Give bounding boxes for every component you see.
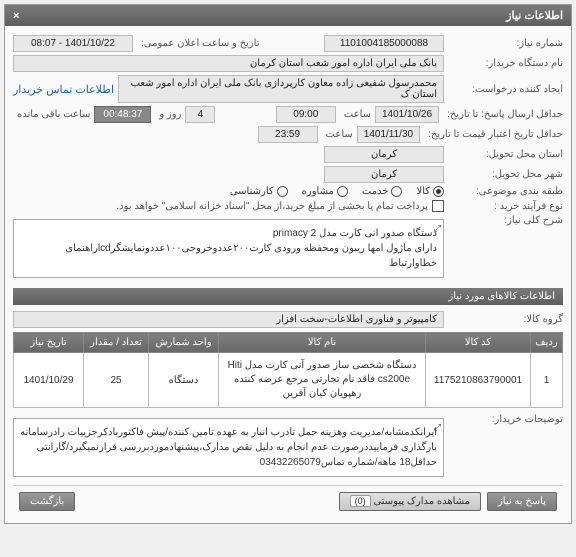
description-box: ⤢ دستگاه صدور انی کارت مدل primacy 2 دار… (13, 219, 444, 278)
payment-checkbox[interactable] (432, 200, 444, 212)
cell-name: دستگاه شخصی ساز صدور آنی کارت مدل Hiti c… (219, 353, 426, 408)
panel-title: اطلاعات نیاز (19, 9, 563, 22)
expand-icon[interactable]: ⤢ (434, 222, 441, 236)
group-value: کامپیوتر و فناوری اطلاعات-سخت افزار (13, 311, 444, 328)
deadline-label: حداقل ارسال پاسخ: تا تاریخ: (443, 109, 563, 120)
creator-label: ایجاد کننده درخواست: (448, 84, 563, 95)
deadline-time-label: ساعت (340, 109, 371, 120)
category-label: طبقه بندی موضوعی: (448, 186, 563, 197)
need-no-label: شماره نیاز: (448, 38, 563, 49)
radio-consult-icon (337, 186, 348, 197)
city-label: شهر محل تحویل: (448, 169, 563, 180)
desc-line2: دارای ماژول امها ریبون ومحفظه ورودی کارت… (20, 241, 437, 271)
notes-label: توضیحات خریدار: (448, 414, 563, 425)
deadline-date: 1401/10/26 (375, 106, 439, 123)
items-table: ردیف کد کالا نام کالا واحد شمارش تعداد /… (13, 332, 563, 408)
radio-goods[interactable]: کالا (416, 186, 444, 197)
cell-idx: 1 (531, 353, 563, 408)
notes-box: ⤢ ایرانکدمشابه/مدیریت وهزینه حمل تادرب ا… (13, 418, 444, 477)
city-value: کرمان (324, 166, 444, 183)
notes-expand-icon[interactable]: ⤢ (434, 421, 441, 435)
validity-label: حداقل تاریخ اعتبار قیمت تا تاریخ: (424, 129, 563, 140)
radio-consult[interactable]: مشاوره (302, 186, 348, 197)
buy-type-label: نوع فرآیند خرید : (448, 201, 563, 212)
th-row: ردیف (531, 333, 563, 353)
cell-qty: 25 (84, 353, 149, 408)
org-label: نام دستگاه خریدار: (448, 58, 563, 69)
creator-value: محمدرسول شفیعی زاده معاون کارپردازی بانک… (118, 75, 444, 103)
remaining-days: 4 (185, 106, 215, 123)
panel-body: شماره نیاز: 1101004185000088 تاریخ و ساع… (5, 26, 571, 523)
cell-code: 1175210863790001 (426, 353, 531, 408)
th-name: نام کالا (219, 333, 426, 353)
cell-date: 1401/10/29 (14, 353, 84, 408)
radio-consult-label: مشاوره (302, 186, 334, 197)
th-code: کد کالا (426, 333, 531, 353)
deadline-time: 09:00 (276, 106, 336, 123)
attachments-button[interactable]: مشاهده مدارک پیوستی (0) (339, 492, 481, 511)
button-bar: پاسخ به نیاز مشاهده مدارک پیوستی (0) باز… (13, 485, 563, 517)
days-label: روز و (155, 109, 181, 120)
panel-header: اطلاعات نیاز × (5, 5, 571, 26)
radio-goods-label: کالا (416, 186, 430, 197)
group-label: گروه کالا: (448, 314, 563, 325)
radio-contract[interactable]: کارشناسی (230, 186, 288, 197)
radio-contract-icon (277, 186, 288, 197)
desc-line1: دستگاه صدور انی کارت مدل primacy 2 (20, 226, 437, 241)
table-header-row: ردیف کد کالا نام کالا واحد شمارش تعداد /… (14, 333, 563, 353)
radio-contract-label: کارشناسی (230, 186, 274, 197)
th-unit: واحد شمارش (149, 333, 219, 353)
announce-value: 1401/10/22 - 08:07 (13, 35, 133, 52)
category-radio-group: کالا خدمت مشاوره کارشناسی (230, 186, 444, 197)
valid-date: 1401/11/30 (357, 126, 420, 143)
attachments-label: مشاهده مدارک پیوستی (373, 496, 470, 507)
province-value: کرمان (324, 146, 444, 163)
contact-link[interactable]: اطلاعات تماس خریدار (13, 83, 114, 96)
back-button[interactable]: بازگشت (19, 492, 75, 511)
province-label: استان محل تحویل: (448, 149, 563, 160)
radio-goods-icon (433, 186, 444, 197)
reply-button[interactable]: پاسخ به نیاز (487, 492, 557, 511)
valid-time-label: ساعت (322, 129, 353, 140)
th-date: تاریخ نیاز (14, 333, 84, 353)
remaining-label: ساعت باقی مانده (13, 109, 90, 120)
desc-label: شرح کلی نیاز: (448, 215, 563, 226)
radio-service-icon (391, 186, 402, 197)
main-panel: اطلاعات نیاز × شماره نیاز: 1101004185000… (4, 4, 572, 524)
need-no-value: 1101004185000088 (324, 35, 444, 52)
radio-service-label: خدمت (362, 186, 389, 197)
notes-text: ایرانکدمشابه/مدیریت وهزینه حمل تادرب انب… (20, 427, 437, 468)
close-icon[interactable]: × (13, 10, 19, 22)
announce-label: تاریخ و ساعت اعلان عمومی: (137, 38, 260, 49)
items-section-header: اطلاعات کالاهای مورد نیاز (13, 288, 563, 305)
radio-service[interactable]: خدمت (362, 186, 403, 197)
cell-unit: دستگاه (149, 353, 219, 408)
table-row[interactable]: 1 1175210863790001 دستگاه شخصی ساز صدور … (14, 353, 563, 408)
valid-time: 23:59 (258, 126, 318, 143)
org-value: بانک ملی ایران اداره امور شعب استان کرما… (13, 55, 444, 72)
th-qty: تعداد / مقدار (84, 333, 149, 353)
countdown-timer: 00:48:37 (94, 106, 151, 123)
payment-note: پرداخت تمام یا بخشی از مبلغ خرید،از محل … (112, 201, 428, 212)
attachments-count: (0) (350, 495, 371, 507)
